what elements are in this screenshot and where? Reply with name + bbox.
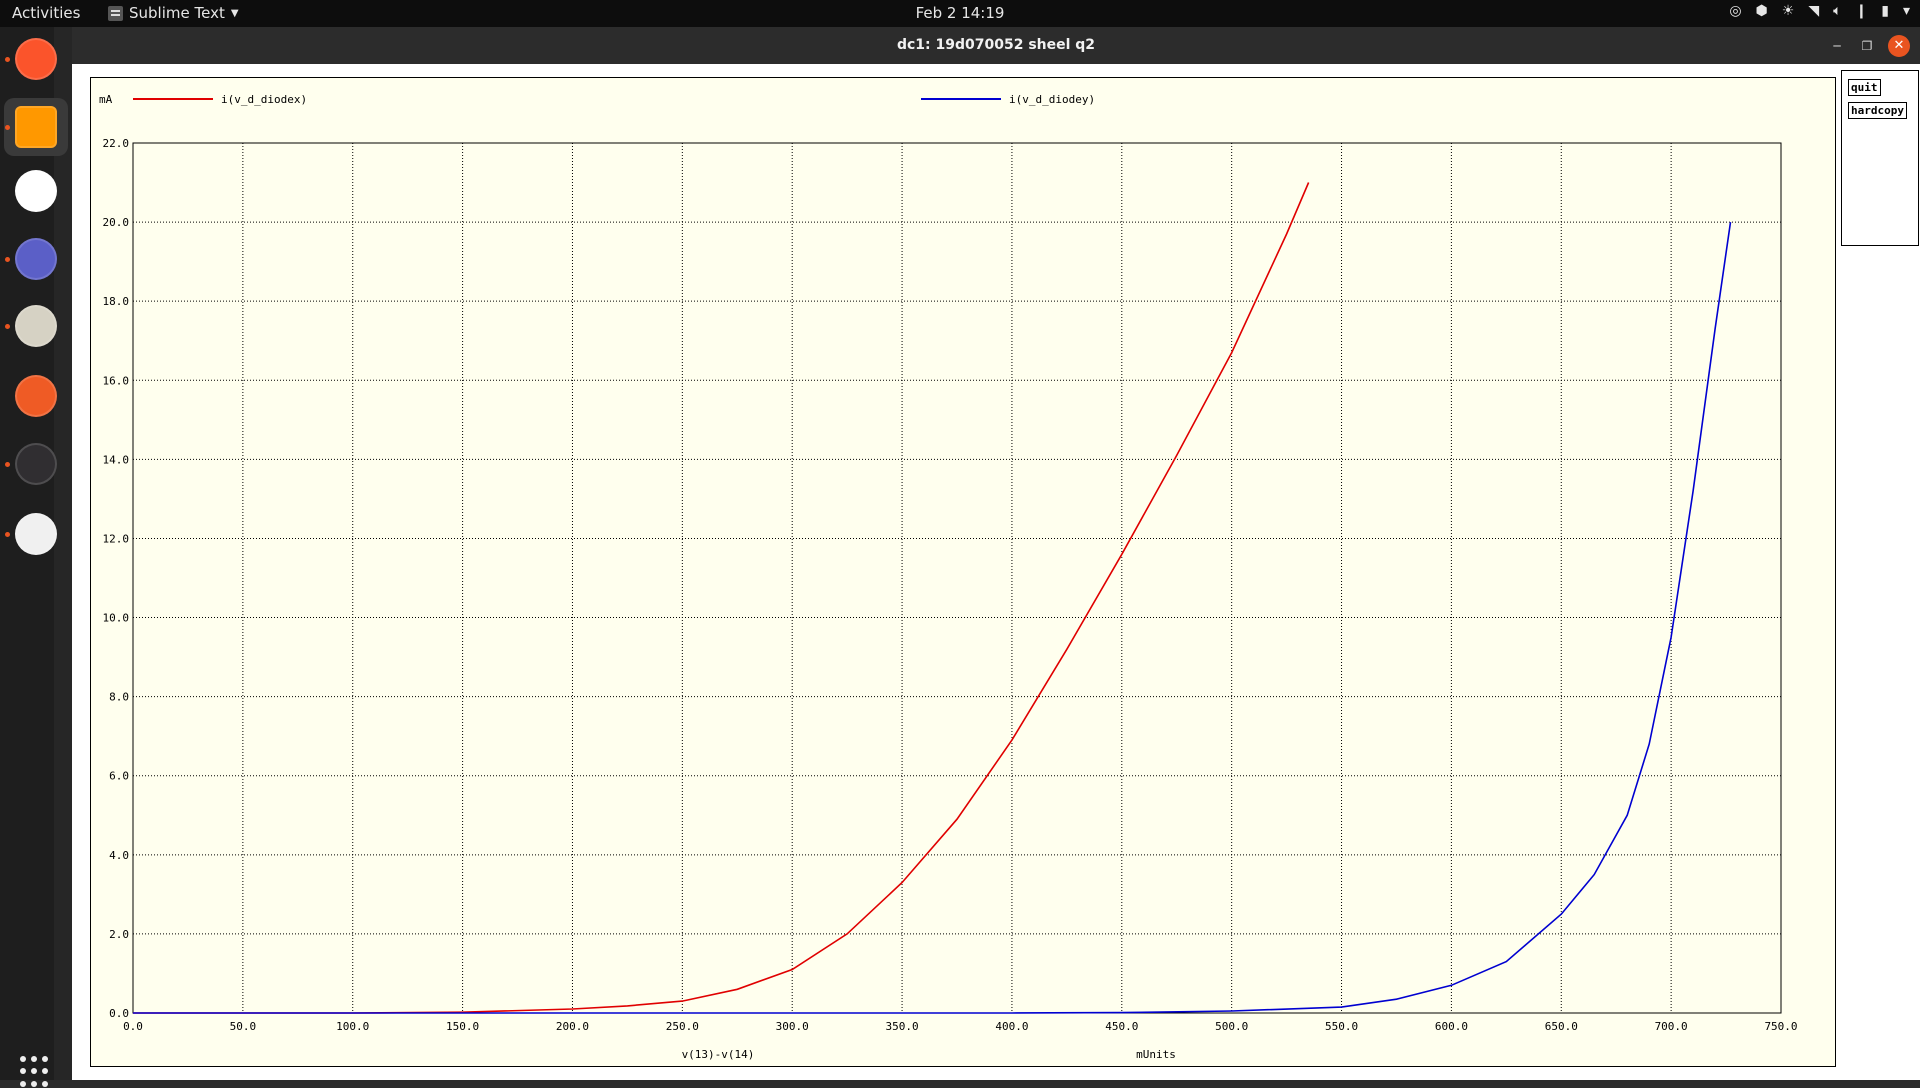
activities-button[interactable]: Activities	[12, 4, 81, 22]
x-tick-label: 600.0	[1435, 1020, 1468, 1033]
system-tray[interactable]: ◎ ⬢ ☀ ◥ 🔈︎ ❙ ▮ ▾	[1729, 3, 1910, 19]
running-indicator	[5, 57, 10, 62]
y-tick-label: 16.0	[103, 374, 130, 387]
axis-ticks: 0.0 50.0 100.0 150.0 200.0 250.0 300.0 350.0 400…	[103, 137, 1798, 1033]
x-tick-label: 350.0	[886, 1020, 919, 1033]
obs-icon[interactable]	[12, 440, 60, 488]
dock	[0, 27, 72, 1087]
x-tick-label: 0.0	[123, 1020, 143, 1033]
y-tick-label: 12.0	[103, 532, 130, 545]
slack-icon[interactable]	[12, 167, 60, 215]
x-axis-label: v(13)-v(14)	[682, 1048, 755, 1061]
postman-icon[interactable]	[12, 372, 60, 420]
x-tick-label: 400.0	[995, 1020, 1028, 1033]
x-tick-label: 200.0	[556, 1020, 589, 1033]
maximize-button[interactable]: ❐	[1861, 39, 1873, 53]
quit-button[interactable]: quit	[1848, 79, 1881, 96]
wifi-icon[interactable]: ◥	[1808, 3, 1820, 19]
app-menu[interactable]: Sublime Text ▼	[108, 4, 239, 22]
minimize-button[interactable]: ─	[1833, 39, 1841, 53]
x-tick-label: 450.0	[1105, 1020, 1138, 1033]
plot-frame	[132, 142, 1782, 1014]
top-bar: Activities Sublime Text ▼ Feb 2 14:19 ◎ …	[0, 0, 1920, 27]
brave-browser-icon[interactable]	[12, 35, 60, 83]
y-tick-label: 22.0	[103, 137, 130, 150]
y-tick-label: 6.0	[109, 770, 129, 783]
teams-icon-glyph	[15, 238, 57, 280]
x-tick-label: 150.0	[446, 1020, 479, 1033]
plot-area[interactable]: 0.0 50.0 100.0 150.0 200.0 250.0 300.0 350.0 400…	[90, 77, 1836, 1067]
brightness-icon[interactable]: ☀	[1781, 3, 1795, 19]
close-button[interactable]: ✕	[1888, 35, 1910, 57]
obs-icon-glyph	[15, 443, 57, 485]
chevron-down-icon[interactable]: ▾	[1902, 3, 1910, 19]
x-tick-label: 50.0	[230, 1020, 257, 1033]
y-tick-label: 10.0	[103, 612, 130, 625]
battery-icon[interactable]: ▮	[1881, 3, 1889, 19]
app-menu-label: Sublime Text	[129, 4, 225, 22]
sublime-text-icon[interactable]	[4, 98, 68, 156]
y-tick-label: 18.0	[103, 295, 130, 308]
y-tick-label: 8.0	[109, 691, 129, 704]
y-tick-label: 14.0	[103, 453, 130, 466]
x-tick-label: 100.0	[336, 1020, 369, 1033]
sublime-text-small-icon	[108, 5, 123, 21]
dc-plot: 0.0 50.0 100.0 150.0 200.0 250.0 300.0 350.0 400…	[99, 93, 1798, 1061]
x-tick-label: 700.0	[1655, 1020, 1688, 1033]
window-titlebar[interactable]: dc1: 19d070052 sheel q2 ─ ❐ ✕	[72, 27, 1920, 64]
background-window-strip	[54, 27, 72, 1080]
y-tick-label: 0.0	[109, 1007, 129, 1020]
running-indicator	[5, 324, 10, 329]
running-indicator	[5, 462, 10, 467]
running-indicator	[5, 125, 10, 130]
x-tick-label: 550.0	[1325, 1020, 1358, 1033]
sublime-text-icon-glyph	[15, 106, 57, 148]
x-tick-label: 650.0	[1545, 1020, 1578, 1033]
files-icon[interactable]	[12, 302, 60, 350]
document-viewer-icon[interactable]	[12, 510, 60, 558]
plot-grid	[132, 142, 1782, 1014]
y-unit-label: mA	[99, 93, 113, 106]
files-icon-glyph	[15, 305, 57, 347]
x-tick-label: 250.0	[666, 1020, 699, 1033]
series-line-i(v_d_diodex)	[133, 182, 1310, 1014]
show-applications-icon[interactable]	[20, 1056, 52, 1088]
running-indicator	[5, 532, 10, 537]
plot-button-panel: quit hardcopy	[1841, 70, 1919, 246]
extension-icon[interactable]: ⬢	[1755, 3, 1768, 19]
chevron-down-icon: ▼	[230, 7, 239, 19]
document-viewer-icon-glyph	[15, 513, 57, 555]
plot-legend: i(v_d_diodex) i(v_d_diodey)	[133, 93, 1095, 106]
series-line-i(v_d_diodey)	[133, 221, 1732, 1014]
x-tick-label: 500.0	[1215, 1020, 1248, 1033]
legend-label: i(v_d_diodex)	[221, 93, 307, 106]
volume-icon[interactable]: 🔈︎	[1833, 3, 1842, 19]
y-tick-label: 20.0	[103, 216, 130, 229]
teams-icon[interactable]	[12, 235, 60, 283]
y-tick-label: 4.0	[109, 849, 129, 862]
hardcopy-button[interactable]: hardcopy	[1848, 102, 1907, 119]
window-title: dc1: 19d070052 sheel q2	[896, 37, 1096, 53]
x-tick-label: 750.0	[1764, 1020, 1797, 1033]
plot-window: dc1: 19d070052 sheel q2 ─ ❐ ✕ 0.0 50.0 100…	[72, 27, 1920, 1080]
microphone-icon[interactable]: ❙	[1855, 3, 1868, 19]
slack-icon-glyph	[15, 170, 57, 212]
postman-icon-glyph	[15, 375, 57, 417]
screen-recorder-icon[interactable]: ◎	[1729, 3, 1742, 19]
x-tick-label: 300.0	[776, 1020, 809, 1033]
plot-series	[133, 182, 1732, 1014]
clock[interactable]: Feb 2 14:19	[915, 4, 1005, 22]
x-unit-label: mUnits	[1136, 1048, 1176, 1061]
y-tick-label: 2.0	[109, 928, 129, 941]
brave-browser-icon-glyph	[15, 38, 57, 80]
legend-label: i(v_d_diodey)	[1009, 93, 1095, 106]
running-indicator	[5, 257, 10, 262]
